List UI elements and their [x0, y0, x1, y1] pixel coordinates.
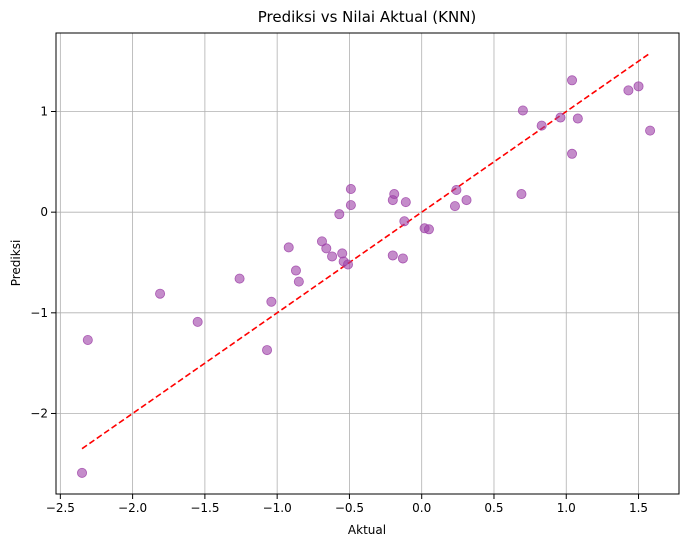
data-point: [451, 185, 462, 196]
data-point: [262, 345, 273, 356]
data-point: [567, 75, 578, 86]
data-point: [321, 243, 332, 254]
data-point: [572, 113, 583, 124]
x-tick-label: −2.5: [46, 501, 75, 515]
chart-title: Prediksi vs Nilai Aktual (KNN): [258, 8, 477, 26]
data-point: [517, 105, 528, 116]
data-point: [327, 251, 338, 262]
x-tick-label: −2.0: [118, 501, 147, 515]
data-point: [516, 189, 527, 200]
data-point: [449, 201, 460, 212]
data-point: [389, 189, 400, 200]
data-point: [400, 197, 411, 208]
x-tick-label: 0.0: [412, 501, 431, 515]
x-axis-ticks: −2.5 −2.0 −1.5 −1.0 −0.5 0.0 0.5 1.0 1.5: [46, 494, 648, 515]
data-point: [536, 120, 547, 131]
data-point: [77, 467, 88, 478]
y-axis-ticks: −2 −1 0 1: [30, 105, 56, 420]
reference-line: [81, 52, 651, 450]
data-point: [342, 259, 353, 270]
y-tick-label: 0: [40, 205, 48, 219]
data-point: [290, 265, 301, 276]
y-tick-label: −1: [30, 306, 48, 320]
y-axis-label: Prediksi: [9, 240, 23, 287]
plot-frame: [55, 32, 680, 495]
data-points: [77, 75, 656, 478]
data-point: [192, 316, 203, 327]
x-tick-label: 1.0: [557, 501, 576, 515]
data-point: [345, 200, 356, 211]
data-point: [633, 81, 644, 92]
data-point: [234, 273, 245, 284]
data-point: [293, 276, 304, 287]
x-tick-label: 0.5: [484, 501, 503, 515]
reference-line-group: [81, 52, 651, 450]
data-point: [567, 148, 578, 159]
data-point: [623, 85, 634, 96]
x-tick-label: −1.5: [190, 501, 219, 515]
data-point: [345, 184, 356, 195]
data-point: [266, 296, 277, 307]
x-tick-label: −0.5: [335, 501, 364, 515]
y-tick-label: −2: [30, 406, 48, 420]
data-point: [283, 242, 294, 253]
data-point: [155, 288, 166, 299]
y-tick-label: 1: [40, 105, 48, 119]
grid: [56, 33, 679, 494]
data-point: [461, 195, 472, 206]
data-point: [423, 224, 434, 235]
x-axis-label: Aktual: [348, 523, 386, 537]
data-point: [397, 253, 408, 264]
data-point: [387, 250, 398, 261]
data-point: [337, 248, 348, 259]
data-point: [399, 216, 410, 227]
data-point: [82, 334, 93, 345]
x-tick-label: 1.5: [629, 501, 648, 515]
data-point: [555, 112, 566, 123]
x-tick-label: −1.0: [263, 501, 292, 515]
data-point: [645, 125, 656, 136]
data-point: [334, 209, 345, 220]
